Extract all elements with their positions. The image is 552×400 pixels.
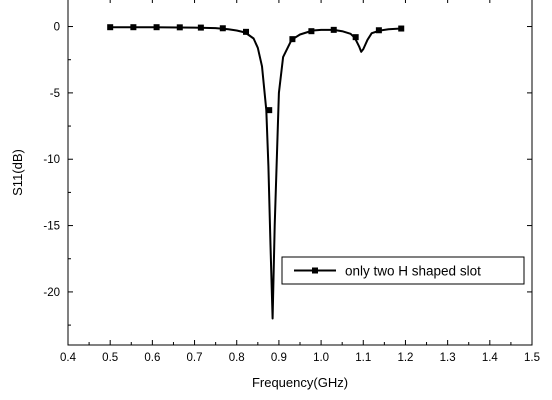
data-marker (107, 24, 114, 31)
marker-layer (107, 24, 405, 114)
y-axis-title: S11(dB) (10, 149, 25, 196)
x-tick-label: 1.3 (440, 352, 456, 364)
y-tick-label: -20 (43, 287, 60, 299)
legend-marker (312, 267, 318, 274)
data-marker (352, 34, 359, 41)
y-tick-label: 0 (54, 22, 60, 34)
data-marker (330, 26, 337, 33)
series-line (110, 26, 402, 320)
data-marker (398, 25, 405, 32)
data-marker (243, 28, 250, 35)
y-tick-label: -15 (43, 221, 60, 233)
x-tick-label: 1.4 (482, 352, 499, 364)
data-marker (153, 24, 160, 31)
legend: only two H shaped slot (281, 256, 525, 285)
y-tick-label: -5 (50, 88, 60, 100)
x-tick-label: 0.9 (271, 352, 287, 364)
data-marker (266, 107, 273, 114)
legend-series-label: only two H shaped slot (345, 264, 481, 279)
data-marker (308, 28, 315, 35)
x-tick-label: 1.5 (524, 352, 540, 364)
x-axis-ticks: 0.4 0.5 0.6 0.7 0.8 0.9 1.0 1.1 1.2 1.3 1.4 1.5 (60, 0, 540, 364)
data-marker (219, 25, 226, 32)
x-axis-title: Frequency(GHz) (252, 375, 348, 390)
x-tick-label: 1.2 (397, 352, 413, 364)
x-tick-label: 1.1 (355, 352, 371, 364)
x-tick-label: 0.6 (144, 352, 160, 364)
plot-frame (67, 0, 533, 346)
data-marker (289, 36, 296, 43)
x-tick-label: 0.7 (187, 352, 203, 364)
data-marker (197, 24, 204, 31)
x-tick-label: 1.0 (313, 352, 329, 364)
plot-border (67, 0, 533, 346)
data-marker (375, 27, 382, 34)
y-axis-ticks: 0 -5 -10 -15 -20 (43, 22, 532, 326)
y-tick-label: -10 (43, 154, 60, 166)
series-layer (110, 26, 402, 320)
data-marker (176, 24, 183, 31)
x-tick-label: 0.5 (102, 352, 118, 364)
data-marker (130, 24, 137, 31)
x-tick-label: 0.4 (60, 352, 77, 364)
x-tick-label: 0.8 (229, 352, 245, 364)
